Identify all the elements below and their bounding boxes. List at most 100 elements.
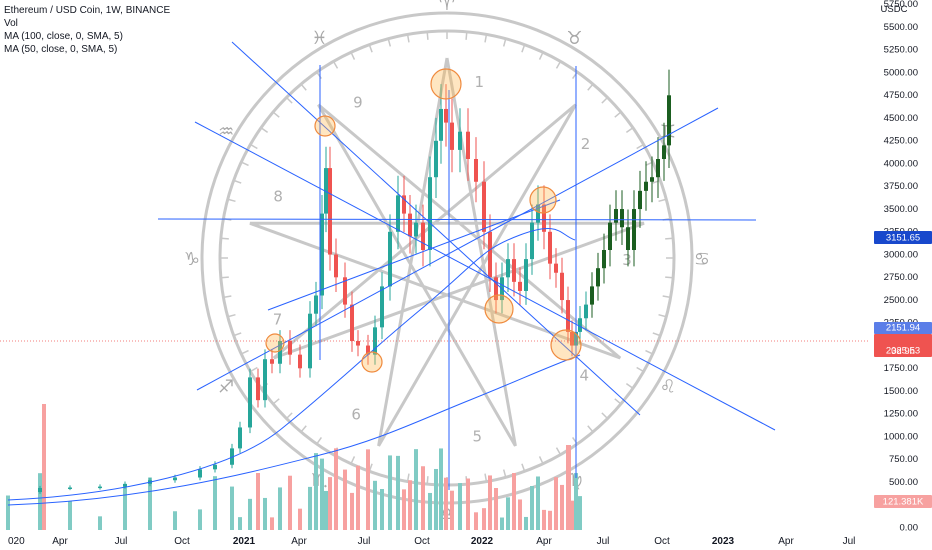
x-tick-label: Apr [52,536,68,547]
candle-body [213,464,217,470]
volume-bar [98,516,102,530]
wheel-sign-icon: ♑ [184,249,200,270]
price-label-current: 2025.53 [886,346,920,357]
wheel-tick [625,127,634,134]
volume-bar [512,473,516,530]
candle-body [444,108,448,123]
price-label-blue: 3151.65 [886,233,920,244]
moving-averages [7,228,581,506]
trend-line-desc-2 [194,121,776,431]
x-tick-label: 2023 [712,536,735,547]
wheel-star [249,57,645,447]
volume-bar [554,477,558,530]
wheel-sign-icon: ♏ [311,470,327,491]
volume-bar [263,497,267,530]
wheel-tick [587,83,594,91]
wheel-tick [368,44,373,53]
wheel-tick [350,456,356,465]
candle-body [512,259,516,282]
wheel-tick [406,34,410,43]
candle-body [173,477,177,481]
candle-body [506,259,510,278]
volume-bar [482,508,486,530]
ma50-line [7,228,576,501]
x-tick-label: 2021 [233,536,256,547]
candle-body [602,250,606,269]
volume-bar [248,498,252,530]
volume-bar [38,473,42,530]
candle-body [396,195,400,232]
wheel-number: 6 [351,405,361,423]
volume-bar [570,500,574,530]
ma100-label[interactable]: MA (100, close, 0, SMA, 5) [4,31,123,42]
candle-body [494,277,498,301]
candle-body [439,108,443,141]
volume-spike [42,404,46,530]
volume-bar [421,466,425,530]
y-tick-label: 2500.00 [884,295,918,306]
wheel-tick [665,237,674,240]
candle-body [596,268,600,287]
volume-bar [278,487,282,530]
wheel-tick [220,276,229,279]
candle-body [278,341,282,364]
y-tick-label: 4000.00 [884,158,918,169]
volume-bar [408,480,412,530]
time-axis[interactable]: 020 Apr Jul Oct 2021 Apr Jul Oct 2022 Apr Jul Oct 20… [8,536,855,547]
trend-line-desc-1 [231,41,641,416]
volume-label-bg [874,495,932,508]
wheel-tick [571,436,578,445]
y-tick-label: 1000.00 [884,431,918,442]
wheel-tick [665,276,674,279]
y-tick-label: 1500.00 [884,386,918,397]
currency-label: USDC [881,4,908,15]
volume-bar [428,492,432,530]
volume-bar [542,509,546,530]
candle-body [536,204,540,223]
wheel-tick [250,143,258,150]
x-tick-label: Oct [174,536,190,547]
y-tick-label: 5250.00 [884,45,918,56]
wheel-tick [285,96,293,104]
volume-spike [566,445,571,530]
wheel-tick [662,295,671,299]
volume-bar [434,468,438,530]
wheel-sign-icon: ♈ [439,0,455,15]
y-tick-label: 2750.00 [884,272,918,283]
candle-body [298,354,302,369]
ma50-label[interactable]: MA (50, close, 0, SMA, 5) [4,44,118,55]
wheel-number: 9 [353,94,363,112]
candle-body [328,168,332,255]
candle-body [488,231,492,278]
candle-body [458,131,462,150]
highlight-circle [430,68,462,100]
candle-body [548,231,552,264]
wheel-number: 3 [622,251,632,269]
countdown-label: 3d 9h [891,346,915,357]
volume-bar [373,480,377,530]
volume-bar [488,475,492,530]
price-label-blue-bg [874,231,932,244]
vol-label[interactable]: Vol [4,18,18,29]
price-axis[interactable]: 5750.00 5500.00 5250.00 5000.00 4750.00 4500.… [870,0,932,550]
y-tick-label: 3500.00 [884,204,918,215]
volume-bar [380,489,384,530]
volume-bar [148,477,152,530]
price-label-current-bg [874,334,932,357]
volume-bar [458,483,462,530]
candle-body [632,209,636,250]
volume-bar [439,448,443,530]
candle-body [324,168,328,214]
candle-body [38,487,42,493]
wheel-tick [658,198,667,203]
y-tick-label: 5750.00 [884,0,918,10]
wheel-tick [426,31,429,40]
wheel-tick [484,34,488,43]
highlight-circle [265,333,285,353]
wheel-tick [465,31,468,40]
wheel-tick [272,398,280,405]
candle-body [482,181,486,232]
symbol-title[interactable]: Ethereum / USD Coin, 1W, BINANCE [4,5,171,16]
candle-body [288,341,292,355]
